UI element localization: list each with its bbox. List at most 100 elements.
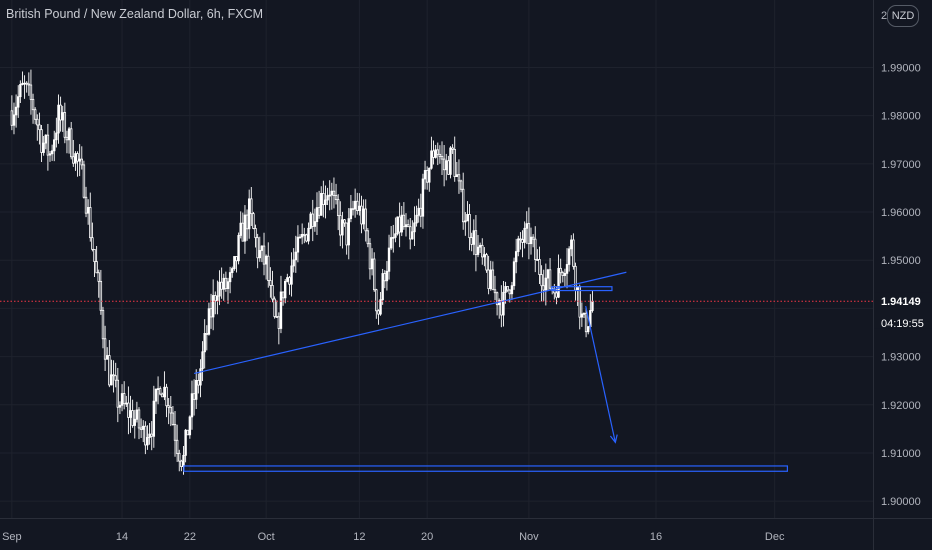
zone-rectangle[interactable] bbox=[551, 286, 613, 292]
y-tick-label: 1.95000 bbox=[881, 255, 921, 267]
zone-rectangle[interactable] bbox=[183, 465, 788, 472]
currency-badge[interactable]: NZD bbox=[887, 5, 919, 27]
candle-down bbox=[173, 424, 177, 441]
candle-down bbox=[27, 83, 31, 86]
candle-up bbox=[591, 300, 594, 311]
x-tick-label: Oct bbox=[258, 531, 275, 543]
candle-up bbox=[544, 277, 548, 291]
candle-down bbox=[38, 124, 41, 131]
candle-up bbox=[449, 147, 452, 175]
candle-up bbox=[565, 264, 569, 274]
x-tick-label: 22 bbox=[184, 531, 196, 543]
candle-up bbox=[146, 437, 149, 446]
x-tick-label: 20 bbox=[421, 531, 433, 543]
candle-up bbox=[307, 227, 310, 242]
candle-up bbox=[341, 219, 344, 236]
candle-up bbox=[523, 227, 526, 243]
candle-down bbox=[493, 289, 497, 294]
x-tick-label: 14 bbox=[116, 531, 128, 543]
candle-up bbox=[358, 205, 361, 211]
candle-down bbox=[112, 374, 115, 377]
candle-down bbox=[65, 136, 69, 141]
candle-down bbox=[127, 402, 130, 418]
candle-up bbox=[392, 236, 395, 239]
candle-up bbox=[502, 291, 505, 316]
candle-up bbox=[233, 256, 236, 269]
candle-down bbox=[485, 254, 488, 271]
candle-up bbox=[421, 178, 425, 217]
candle-up bbox=[195, 380, 198, 400]
bar-countdown-label: 04:19:55 bbox=[881, 318, 924, 330]
trendline[interactable] bbox=[193, 271, 627, 375]
candle-down bbox=[72, 156, 75, 164]
candle-down bbox=[322, 193, 325, 206]
candle-up bbox=[290, 265, 293, 285]
candle-down bbox=[144, 425, 147, 446]
candle-up bbox=[385, 270, 389, 282]
candle-down bbox=[555, 292, 558, 298]
y-tick-label: 1.97000 bbox=[881, 159, 921, 171]
candle-up bbox=[570, 239, 573, 250]
candle-down bbox=[364, 208, 367, 232]
candle-down bbox=[114, 375, 117, 381]
candle-up bbox=[434, 149, 437, 158]
candle-down bbox=[559, 267, 562, 274]
y-tick-label-partial: 2 bbox=[881, 10, 887, 22]
x-tick-label: Sep bbox=[2, 531, 22, 543]
candle-up bbox=[226, 281, 230, 290]
candle-down bbox=[82, 164, 86, 198]
candle-up bbox=[57, 104, 60, 134]
candle-down bbox=[281, 291, 285, 299]
candle-down bbox=[500, 300, 503, 316]
candle-down bbox=[262, 245, 266, 265]
candle-up bbox=[118, 404, 122, 408]
candle-down bbox=[99, 281, 103, 311]
candle-down bbox=[167, 405, 170, 408]
projection-arrow[interactable] bbox=[585, 305, 616, 443]
candle-down bbox=[572, 239, 575, 267]
x-tick-label: 16 bbox=[650, 531, 662, 543]
candle-down bbox=[89, 207, 92, 239]
candle-down bbox=[122, 393, 126, 405]
candle-up bbox=[14, 106, 18, 116]
candle-up bbox=[483, 254, 486, 258]
candle-down bbox=[84, 196, 88, 214]
candle-up bbox=[476, 246, 480, 255]
candle-down bbox=[336, 199, 340, 216]
candle-down bbox=[69, 128, 73, 158]
candle-up bbox=[445, 160, 448, 171]
candle-up bbox=[120, 393, 124, 406]
candle-down bbox=[116, 379, 120, 408]
candle-up bbox=[148, 433, 151, 438]
candle-up bbox=[379, 299, 382, 315]
candle-down bbox=[438, 153, 442, 157]
x-tick-label: Nov bbox=[519, 531, 539, 543]
candle-down bbox=[540, 274, 543, 287]
candle-down bbox=[277, 316, 281, 329]
candle-up bbox=[207, 308, 211, 335]
candle-down bbox=[139, 427, 143, 430]
candle-up bbox=[86, 207, 90, 214]
candle-up bbox=[512, 261, 516, 287]
candle-up bbox=[489, 269, 492, 290]
candle-up bbox=[472, 230, 475, 245]
x-tick-label: Dec bbox=[765, 531, 785, 543]
candle-up bbox=[464, 220, 467, 223]
candle-down bbox=[40, 129, 43, 153]
candle-up bbox=[258, 250, 261, 259]
candle-up bbox=[510, 285, 514, 295]
candle-up bbox=[582, 312, 586, 315]
candle-down bbox=[584, 312, 588, 333]
candle-down bbox=[256, 237, 259, 259]
candle-up bbox=[260, 245, 264, 251]
candle-down bbox=[137, 409, 141, 429]
candle-up bbox=[286, 277, 289, 282]
candle-up bbox=[324, 199, 327, 206]
candle-up bbox=[152, 400, 156, 437]
candle-down bbox=[332, 190, 336, 196]
candle-down bbox=[468, 214, 471, 239]
candle-down bbox=[457, 174, 461, 182]
candle-up bbox=[61, 112, 64, 121]
